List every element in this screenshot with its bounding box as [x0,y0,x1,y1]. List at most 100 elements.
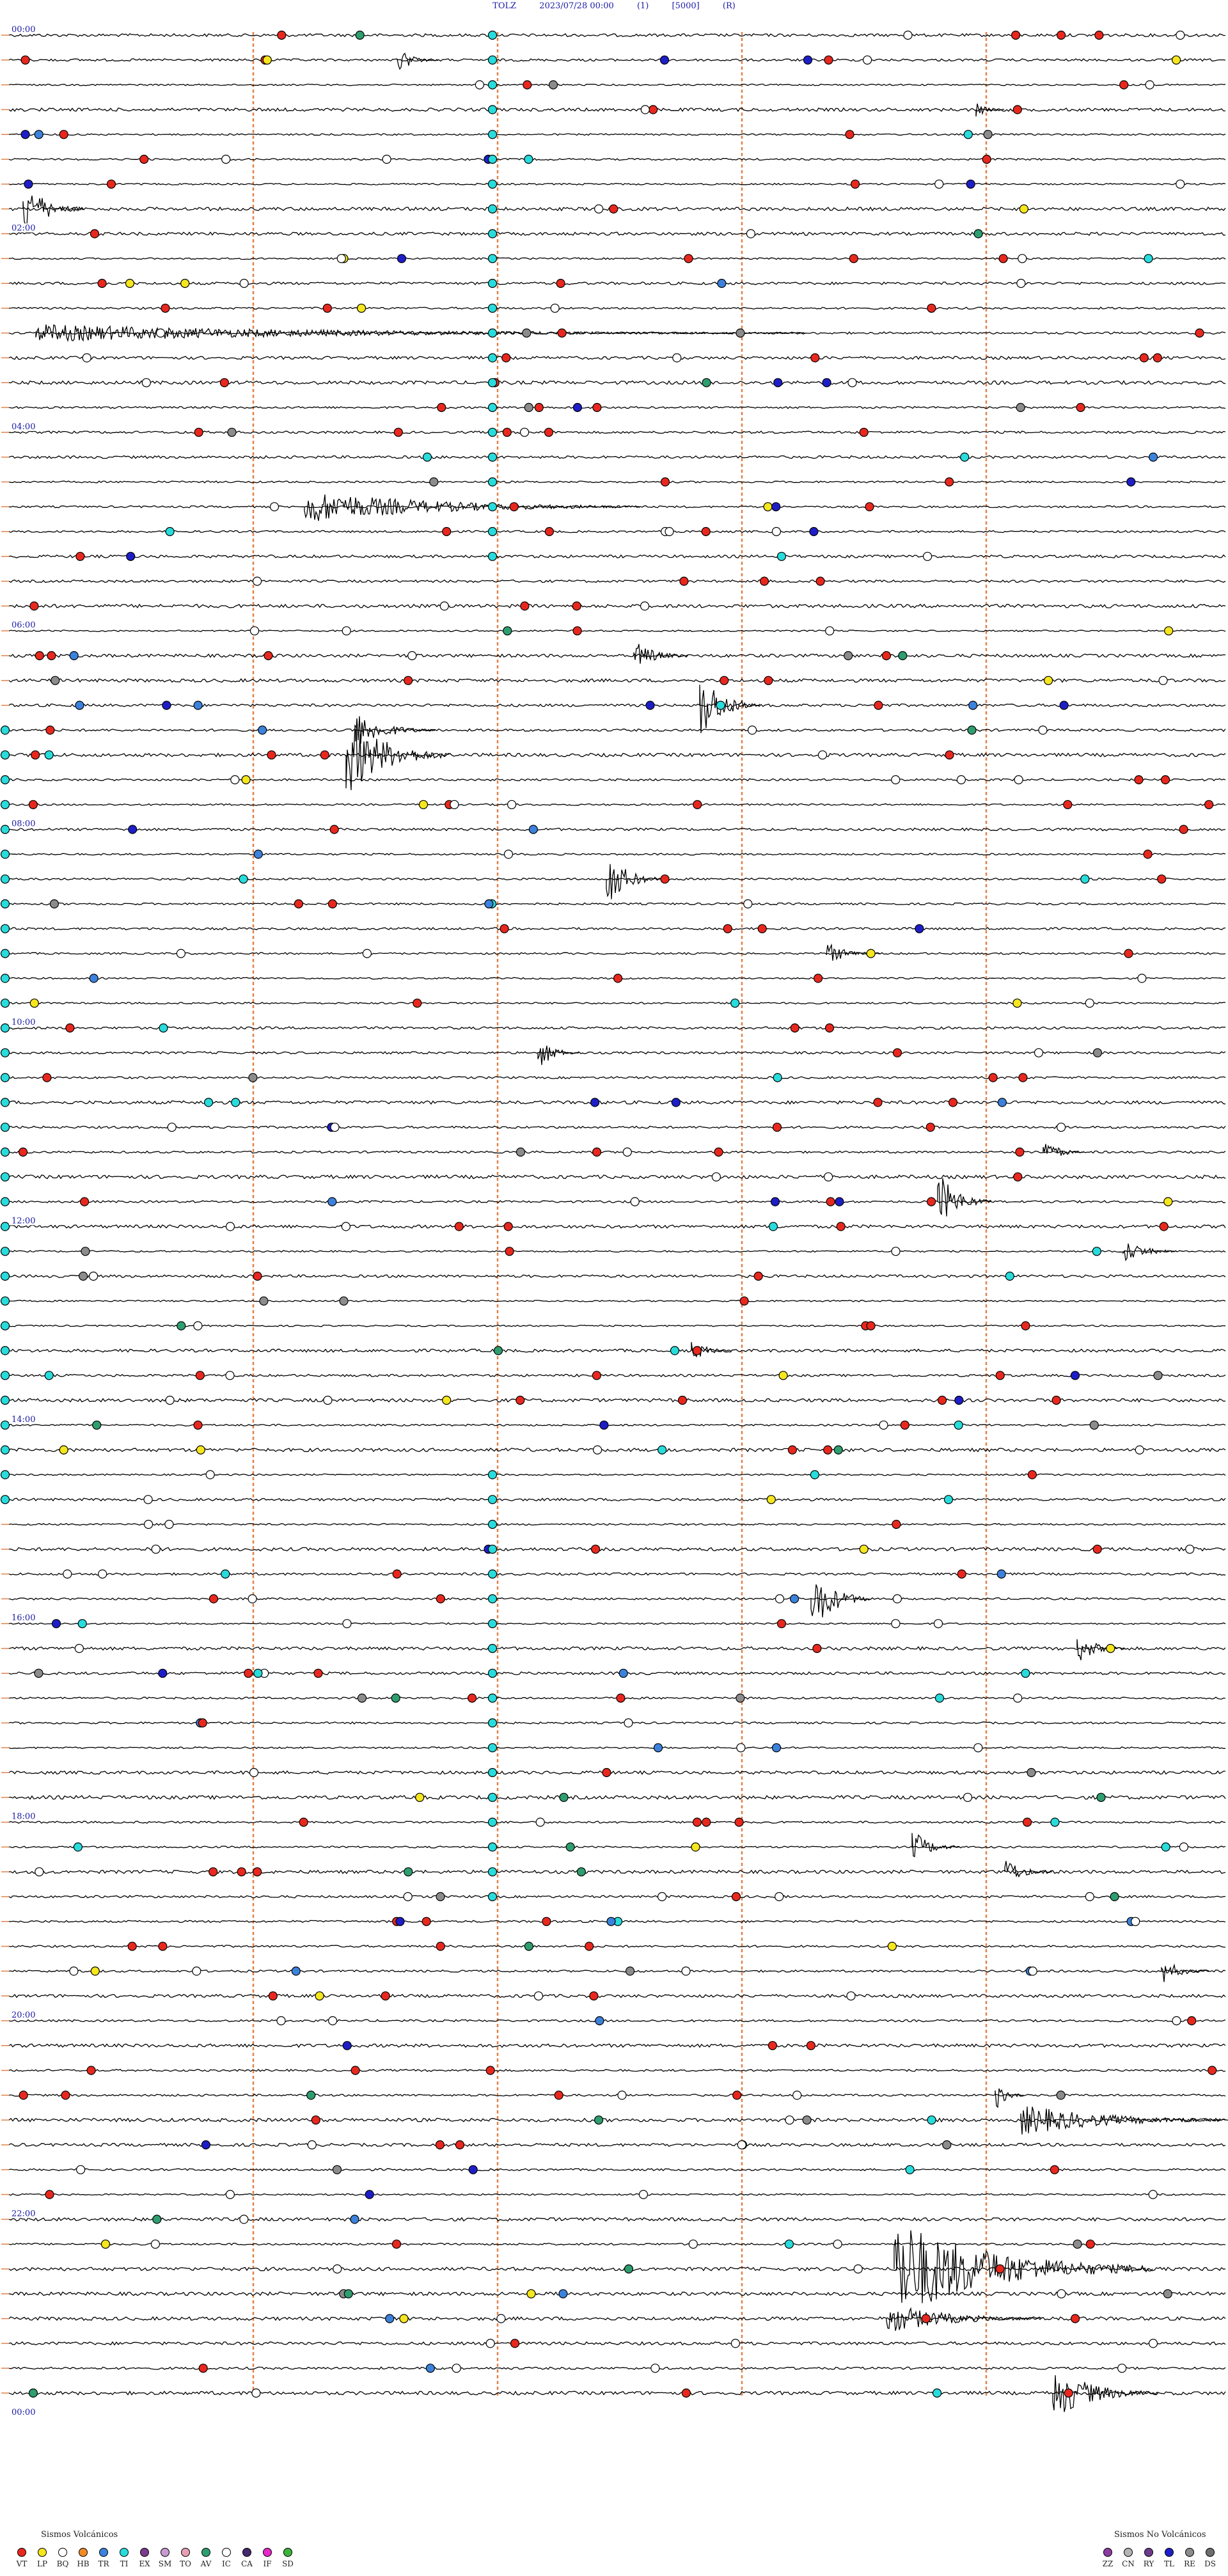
tl-event-marker [1070,1371,1080,1380]
seismic-trace [8,257,1226,260]
event-waveform [537,1045,579,1065]
legend-swatch [1185,2548,1194,2557]
re-event-marker [736,328,745,338]
vt-event-marker [209,1867,218,1877]
seismic-trace [8,2117,1226,2123]
ti-event-marker [657,1445,667,1455]
bq-event-marker [225,1222,235,1231]
tl-event-marker [1059,700,1069,710]
vt-event-marker [1027,1470,1037,1480]
bq-event-marker [221,154,231,164]
ti-event-marker [487,1792,498,1802]
ti-event-marker [422,452,432,462]
bq-event-marker [833,2240,842,2249]
tr-event-marker [771,1743,782,1753]
ti-event-marker [1021,1668,1030,1678]
bq-event-marker [452,2364,461,2373]
seismic-trace [8,1895,1226,1899]
tl-event-marker [51,1619,61,1629]
seismic-trace [8,1746,1225,1750]
bq-event-marker [141,378,151,388]
bq-event-marker [225,2190,235,2199]
ti-event-marker [0,1495,10,1505]
ti-event-marker [0,1098,10,1107]
tr-event-marker [75,700,84,710]
lp-event-marker [1163,1197,1173,1206]
vt-event-marker [693,800,702,809]
bq-event-marker [743,899,753,909]
time-label: 02:00 [12,223,35,233]
seismic-trace [8,2390,1226,2396]
bq-event-marker [333,2264,342,2274]
vt-event-marker [253,1271,262,1281]
seismic-trace [8,1969,1226,1973]
time-label-bg [9,1613,41,1623]
ti-event-marker [487,353,498,363]
vt-event-marker [127,1941,137,1951]
vt-event-marker [455,2140,465,2150]
ti-event-marker [0,874,10,884]
vt-event-marker [1063,800,1073,809]
ti-event-marker [0,1346,10,1355]
vt-event-marker [592,1371,602,1380]
time-label: 00:00 [12,2408,35,2417]
time-label-bg [9,25,41,34]
bq-event-marker [1085,1892,1094,1902]
legend-swatch [201,2548,210,2557]
bq-event-marker [617,2090,627,2100]
vt-event-marker [1018,1073,1028,1082]
vt-event-marker [812,1643,822,1654]
vt-event-marker [937,1395,947,1405]
seismic-trace [8,2216,1226,2222]
ti-event-marker [44,750,54,760]
vt-event-marker [1159,1222,1169,1231]
re-event-marker [1092,1048,1103,1057]
legend-code: AV [200,2559,212,2568]
vt-event-marker [790,1023,799,1033]
time-label-bg [9,1812,41,1821]
re-event-marker [524,402,533,413]
vt-event-marker [313,1668,323,1678]
vt-event-marker [19,2090,28,2100]
vt-event-marker [927,303,936,313]
legend-swatch [1144,2548,1153,2557]
seismic-trace [8,2019,1226,2023]
vt-event-marker [1153,353,1162,363]
bq-event-marker [630,1197,640,1206]
vt-event-marker [753,1271,763,1281]
tr-event-marker [717,278,727,288]
vt-event-marker [329,825,339,834]
vt-event-marker [500,924,509,933]
re-event-marker [983,130,993,139]
event-waveform [1076,1639,1125,1661]
tr-event-marker [1148,452,1158,462]
seismic-trace [8,1125,1226,1129]
vt-event-marker [97,278,107,288]
vt-event-marker [1021,1321,1030,1331]
bq-event-marker [1028,1966,1037,1976]
lp-event-marker [526,2289,536,2298]
vt-event-marker [1124,949,1133,958]
vt-event-marker [253,1867,262,1877]
re-event-marker [227,427,237,437]
bq-event-marker [239,2215,249,2224]
bq-event-marker [382,154,391,164]
bq-event-marker [771,526,782,537]
bq-event-marker [251,2388,261,2398]
lp-event-marker [763,502,773,512]
bq-event-marker [846,1991,856,2001]
ti-event-marker [487,1743,498,1753]
legend-item-lp: LP [29,2548,55,2568]
lp-event-marker [262,55,272,65]
lp-event-marker [180,278,190,288]
tr-event-marker [89,974,98,983]
vt-event-marker [734,1817,744,1827]
bq-event-marker [973,1743,983,1753]
event-waveform [1161,1963,1209,1982]
bq-event-marker [503,849,514,859]
ti-event-marker [487,303,498,313]
vt-event-marker [572,626,582,636]
ti-event-marker [1144,254,1153,264]
lp-event-marker [778,1371,788,1380]
station-code: TOLZ [492,1,517,11]
